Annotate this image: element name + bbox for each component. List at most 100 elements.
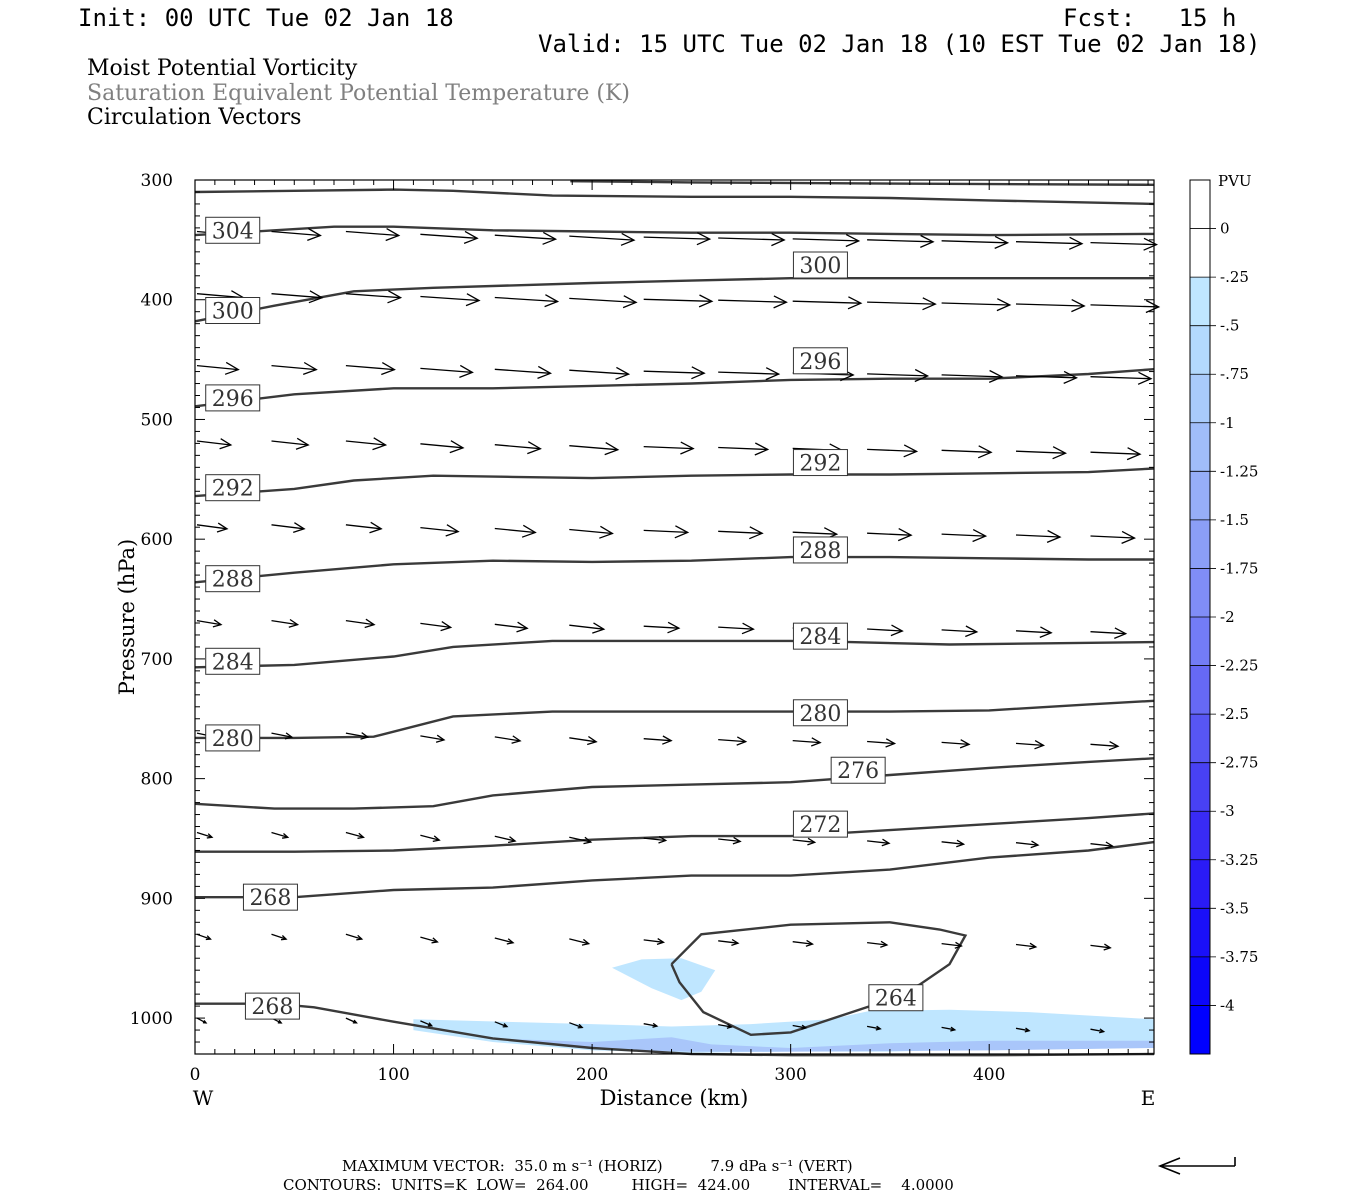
colorbar-swatch (1190, 519, 1210, 569)
field-title-vectors: Circulation Vectors (87, 105, 302, 130)
circulation-vector (420, 834, 441, 843)
circulation-vector (1015, 942, 1038, 950)
init-time: Init: 00 UTC Tue 02 Jan 18 (78, 4, 454, 32)
circulation-vector (643, 441, 695, 455)
colorbar-label: 0 (1220, 220, 1230, 238)
mpv-region-0 (612, 958, 716, 1001)
colorbar-label: -1 (1220, 414, 1235, 432)
reference-vector-icon (1157, 1157, 1236, 1175)
circulation-vector (494, 524, 537, 538)
circulation-vector (345, 732, 370, 740)
contour-label-272: 272 (792, 810, 848, 838)
circulation-vector (792, 296, 863, 310)
circulation-vector (196, 361, 240, 375)
circulation-vector (867, 738, 897, 748)
circulation-vector (196, 619, 223, 628)
contour-280-line (195, 699, 1155, 740)
x-tick-label: 0 (190, 1065, 201, 1085)
circulation-vector (494, 365, 553, 380)
x-tick-label: 100 (377, 1065, 409, 1085)
circulation-vector (941, 529, 988, 543)
svg-text:288: 288 (212, 568, 254, 593)
svg-text:284: 284 (799, 625, 841, 650)
circulation-vector (792, 737, 822, 747)
circulation-vector (866, 1025, 882, 1031)
circulation-vector (196, 1017, 208, 1024)
circulation-vector (271, 933, 288, 941)
circulation-vector (1090, 371, 1153, 385)
circulation-vector (941, 235, 1010, 249)
colorbar-swatch (1190, 811, 1210, 861)
colorbar-label: -.75 (1220, 365, 1249, 383)
circulation-vector (1090, 530, 1137, 544)
svg-text:276: 276 (837, 759, 879, 784)
svg-text:280: 280 (212, 727, 254, 752)
circulation-vector (569, 525, 614, 539)
colorbar-label: -2 (1220, 608, 1235, 626)
circulation-vector (494, 937, 515, 945)
contour-label-276: 276 (830, 756, 886, 784)
circulation-vector (494, 441, 542, 455)
circulation-vector (1090, 741, 1120, 751)
circulation-vector (569, 735, 598, 746)
colorbar-swatch (1190, 228, 1210, 278)
circulation-vector (643, 1022, 659, 1028)
contour-info: CONTOURS: UNITS=K LOW= 264.00 HIGH= 424.… (283, 1176, 954, 1194)
circulation-vector (1090, 447, 1142, 461)
contour-label-284: 284 (205, 647, 261, 675)
circulation-vector (196, 933, 212, 941)
circulation-vector (1015, 740, 1046, 750)
circulation-vector (941, 739, 971, 749)
colorbar-swatch (1190, 277, 1210, 327)
svg-text:288: 288 (799, 539, 841, 564)
circulation-vector (569, 938, 591, 946)
max-vector-note: MAXIMUM VECTOR: 35.0 m s⁻¹ (HORIZ) 7.9 d… (342, 1157, 853, 1175)
circulation-vector (494, 294, 560, 308)
circulation-vector (271, 437, 310, 450)
circulation-vector (420, 734, 446, 743)
mpv-region-2 (492, 1037, 1154, 1052)
circulation-vector (1015, 446, 1068, 460)
circulation-vector (271, 227, 322, 242)
contour-label-264: 264 (868, 984, 924, 1012)
colorbar-swatch (1190, 714, 1210, 764)
circulation-vector (569, 622, 606, 634)
contour-label-292: 292 (792, 449, 848, 477)
svg-text:268: 268 (249, 886, 291, 911)
contour-label-268: 268 (242, 883, 298, 911)
circulation-vector (271, 732, 294, 740)
circulation-vector (643, 525, 690, 539)
circulation-vector (941, 941, 963, 949)
contour-label-300: 300 (205, 297, 261, 325)
colorbar-title: PVU (1218, 172, 1252, 190)
contour-label-296: 296 (205, 384, 261, 412)
forecast-hour: Fcst: 15 h (1063, 4, 1237, 32)
circulation-vector (643, 835, 668, 844)
valid-time: Valid: 15 UTC Tue 02 Jan 18 (10 EST Tue … (538, 30, 1261, 58)
circulation-vector (271, 522, 306, 534)
contour-label-284: 284 (792, 622, 848, 650)
circulation-vector (1090, 1028, 1106, 1034)
circulation-vector (569, 295, 638, 309)
circulation-vector (420, 230, 479, 245)
circulation-vector (643, 232, 712, 246)
svg-text:292: 292 (212, 477, 254, 502)
colorbar-swatch (1190, 1005, 1210, 1055)
contour-label-280: 280 (205, 724, 261, 752)
circulation-vector (569, 232, 636, 246)
colorbar-swatch (1190, 374, 1210, 424)
circulation-vector (867, 528, 913, 542)
circulation-vector (867, 624, 904, 637)
circulation-vector (867, 838, 891, 847)
circulation-vector (1015, 370, 1079, 384)
svg-text:300: 300 (212, 300, 254, 325)
svg-text:304: 304 (212, 219, 254, 244)
circulation-vector (792, 234, 861, 248)
colorbar-label: -1.75 (1220, 559, 1258, 577)
circulation-vector (196, 438, 233, 450)
svg-text:268: 268 (251, 995, 293, 1020)
circulation-vector (345, 290, 403, 304)
contour-288-line (194, 555, 1154, 584)
circulation-vector (1090, 237, 1159, 251)
